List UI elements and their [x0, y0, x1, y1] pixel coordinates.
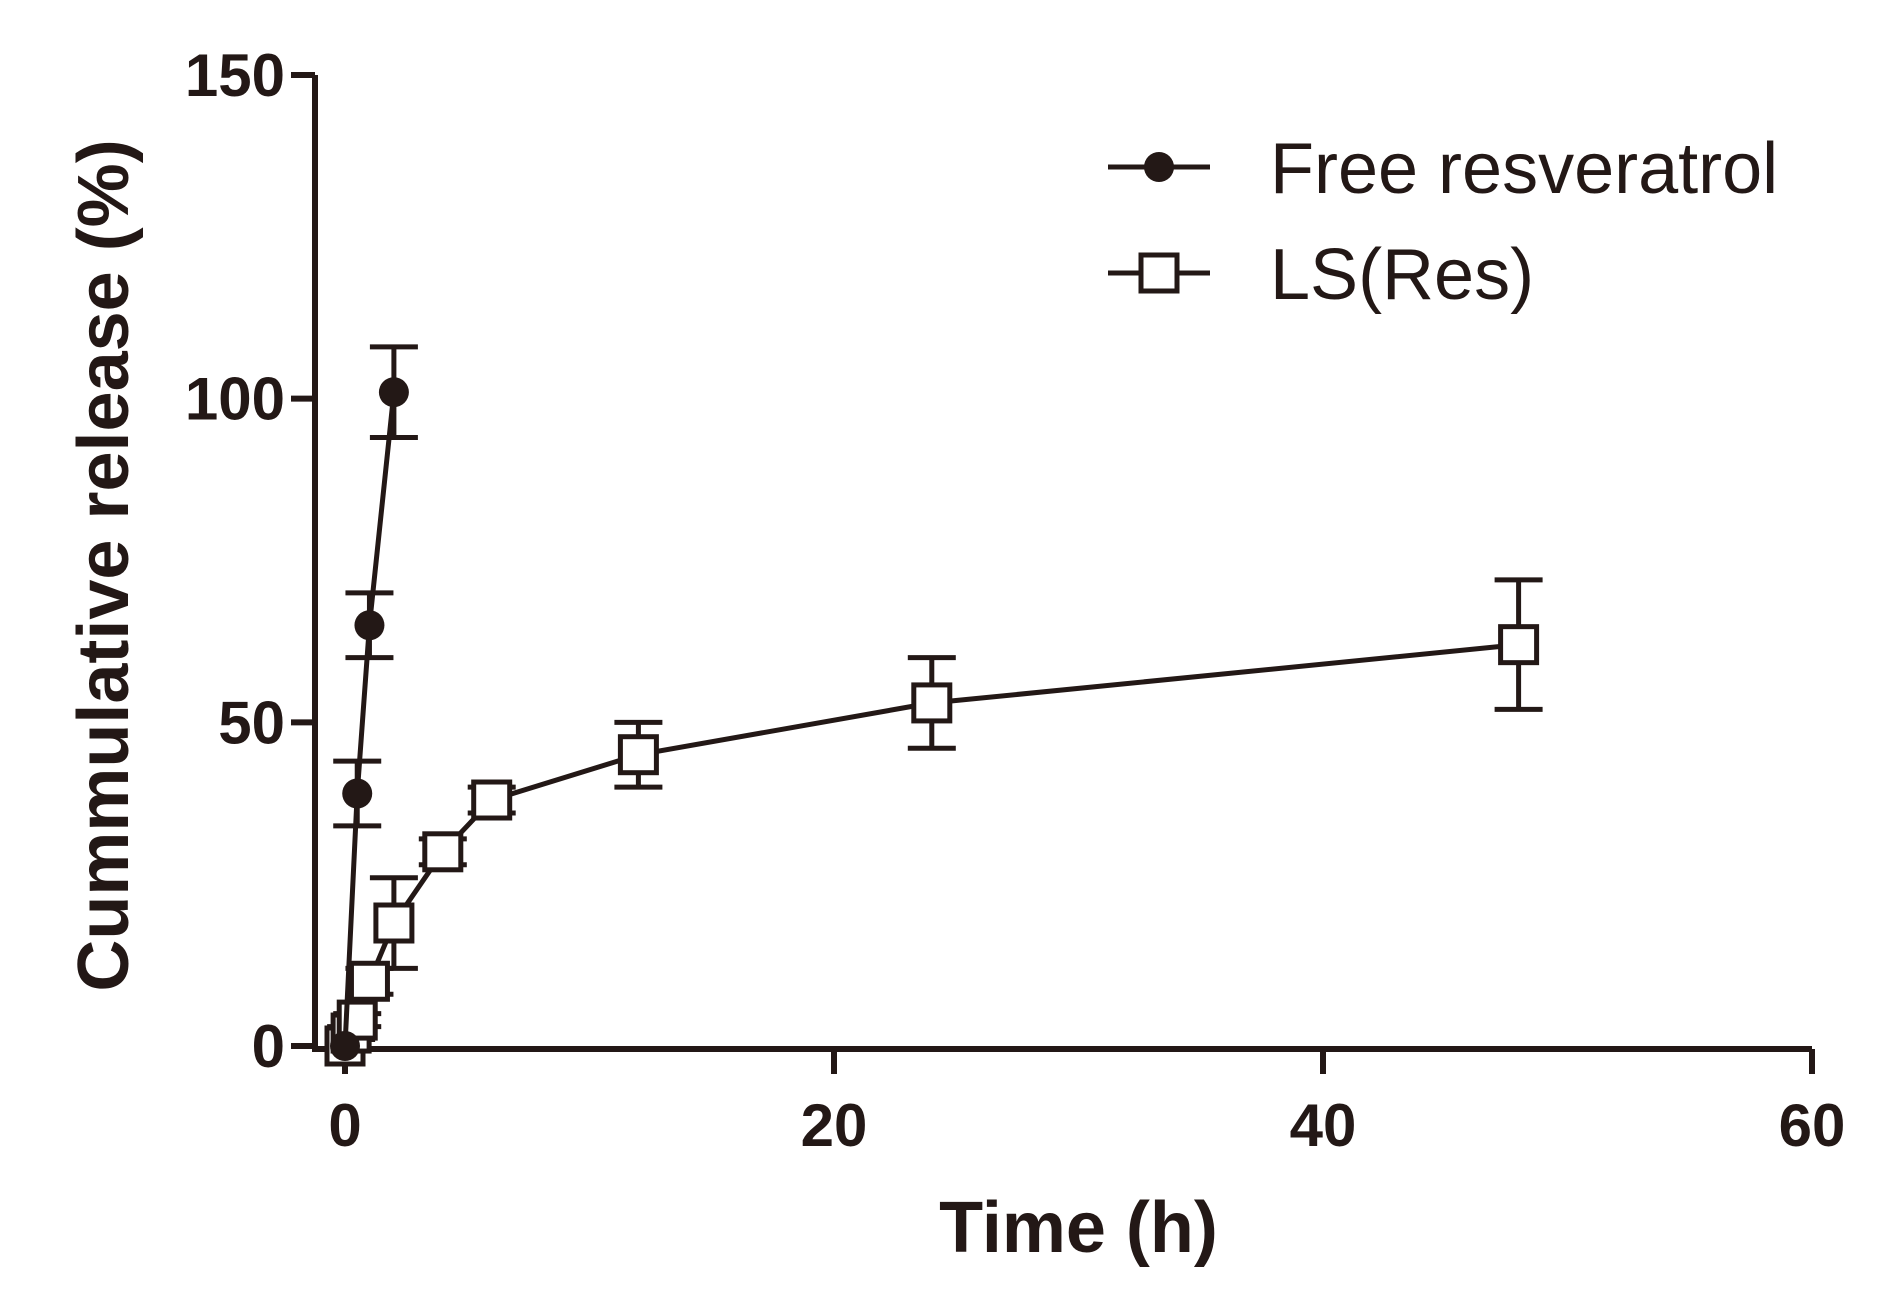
y-axis-title: Cummulative release (%) — [64, 139, 144, 991]
data-point — [373, 902, 415, 944]
data-point — [617, 734, 659, 776]
data-point — [378, 377, 409, 408]
x-tick-label: 60 — [1779, 1092, 1846, 1159]
legend-marker-open-square — [1138, 252, 1180, 294]
data-point — [422, 831, 464, 873]
legend: Free resveratrol LS(Res) — [1108, 129, 1778, 315]
series-layer — [324, 344, 1543, 1067]
legend-item-free-resveratrol: Free resveratrol — [1108, 129, 1778, 209]
legend-label-ls-res: LS(Res) — [1270, 235, 1534, 315]
tick-labels: 0 50 100 150 0 20 40 60 — [185, 42, 1845, 1159]
x-axis-title: Time (h) — [939, 1188, 1218, 1268]
data-point — [1498, 624, 1540, 666]
ticks — [291, 72, 1815, 1074]
axes — [312, 75, 1812, 1052]
y-tick-label: 0 — [252, 1013, 285, 1080]
data-point — [342, 778, 373, 809]
data-point — [911, 682, 953, 724]
x-tick-label: 40 — [1290, 1092, 1357, 1159]
series-line-free-resveratrol — [342, 391, 397, 1047]
series-free-resveratrol — [330, 344, 418, 1061]
y-tick-label: 50 — [218, 689, 285, 756]
series-ls-res — [324, 577, 1543, 1067]
legend-item-ls-res: LS(Res) — [1108, 235, 1534, 315]
legend-marker-filled-circle — [1144, 152, 1174, 182]
y-tick-label: 100 — [185, 366, 285, 433]
legend-label-free-resveratrol: Free resveratrol — [1270, 129, 1778, 209]
data-point — [354, 610, 385, 641]
data-point — [471, 779, 513, 821]
data-point — [348, 960, 390, 1002]
x-tick-label: 0 — [328, 1092, 361, 1159]
x-tick-label: 20 — [801, 1092, 868, 1159]
y-tick-label: 150 — [185, 42, 285, 109]
data-point — [330, 1031, 360, 1061]
